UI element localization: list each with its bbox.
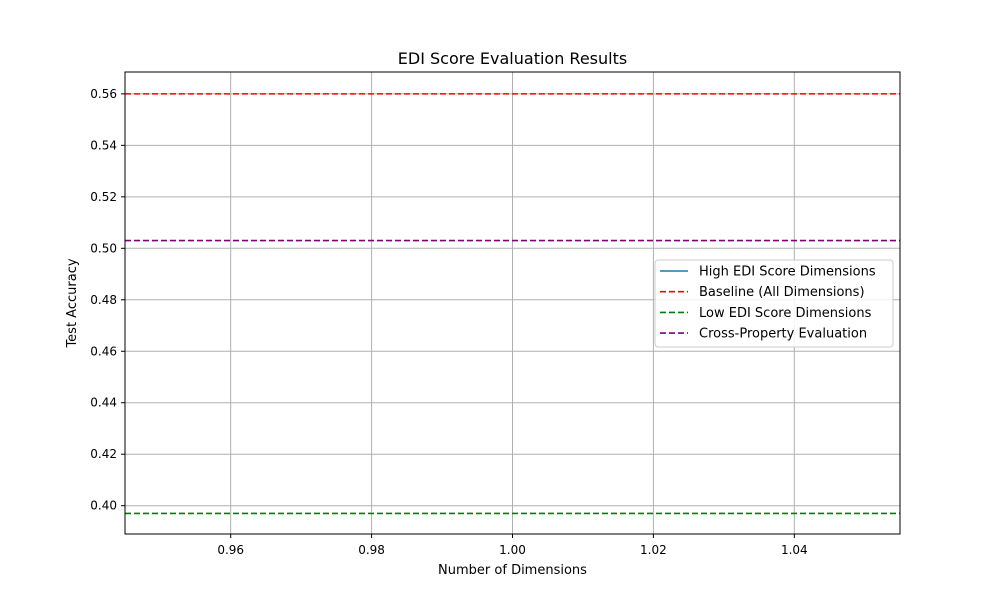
legend-label: Low EDI Score Dimensions bbox=[699, 306, 872, 321]
x-tick-label: 0.98 bbox=[358, 543, 385, 557]
y-tick-label: 0.46 bbox=[90, 344, 117, 358]
y-tick-label: 0.56 bbox=[90, 87, 117, 101]
x-tick-label: 0.96 bbox=[217, 543, 244, 557]
y-tick-label: 0.44 bbox=[90, 396, 117, 410]
y-tick-label: 0.52 bbox=[90, 190, 117, 204]
x-tick-label: 1.00 bbox=[499, 543, 526, 557]
legend-label: Baseline (All Dimensions) bbox=[699, 285, 865, 300]
y-axis-label: Test Accuracy bbox=[65, 258, 80, 348]
y-tick-label: 0.42 bbox=[90, 447, 117, 461]
legend-label: High EDI Score Dimensions bbox=[699, 265, 876, 280]
legend-label: Cross-Property Evaluation bbox=[699, 327, 867, 342]
x-tick-label: 1.02 bbox=[640, 543, 667, 557]
x-axis-label: Number of Dimensions bbox=[438, 563, 587, 578]
y-tick-label: 0.48 bbox=[90, 293, 117, 307]
legend-box bbox=[654, 259, 894, 348]
series-layer bbox=[125, 93, 900, 515]
y-tick-label: 0.40 bbox=[90, 499, 117, 513]
y-tick-label: 0.54 bbox=[90, 138, 117, 152]
y-axis-ticks: 0.40 0.42 0.44 0.46 0.48 0.50 0.52 0.54 0.56 bbox=[90, 87, 125, 513]
x-tick-label: 1.04 bbox=[781, 543, 808, 557]
y-tick-label: 0.50 bbox=[90, 241, 117, 255]
chart-title: EDI Score Evaluation Results bbox=[398, 49, 627, 68]
x-axis-ticks: 0.96 0.98 1.00 1.02 1.04 bbox=[217, 534, 808, 557]
legend: High EDI Score Dimensions Baseline (All D… bbox=[654, 259, 894, 348]
